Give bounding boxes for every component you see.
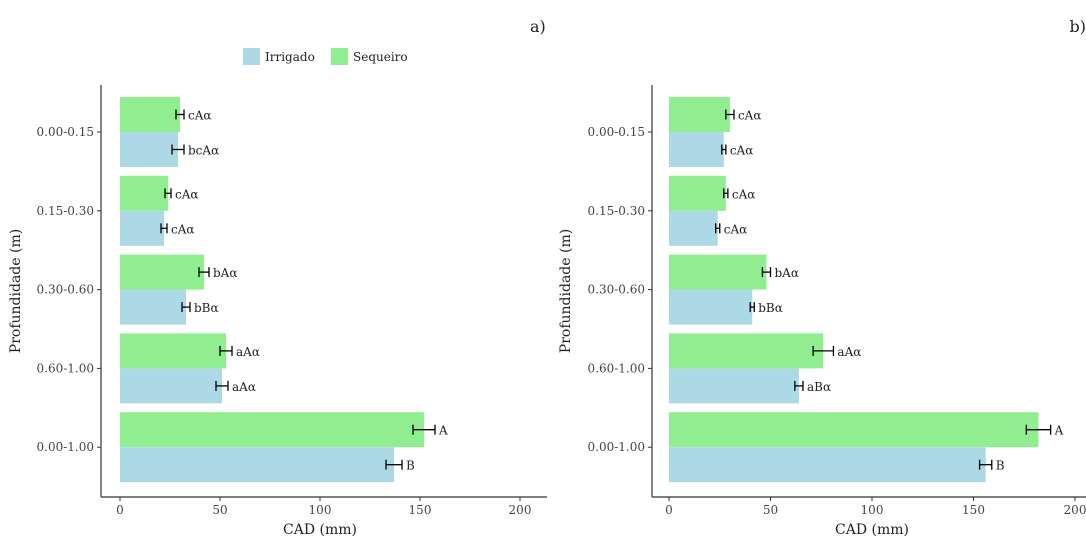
data-label: aAα	[232, 380, 256, 394]
data-label: cAα	[732, 187, 756, 201]
panel-tag: a)	[530, 17, 546, 36]
bar-sequeiro-0.60-1.00	[669, 333, 824, 369]
data-label: bBα	[194, 301, 219, 315]
data-label: bcAα	[188, 144, 219, 158]
y-axis-title: Profundidade (m)	[8, 229, 24, 353]
legend-swatch-irrigado	[243, 48, 260, 65]
bar-sequeiro-0.60-1.00	[120, 333, 226, 369]
y-tick-label: 0.00-0.15	[37, 125, 95, 139]
data-label: cAα	[188, 109, 212, 123]
bar-irrigado-0.30-0.60	[669, 289, 753, 325]
bar-irrigado-0.00-0.15	[120, 132, 178, 167]
data-label: cAα	[175, 187, 199, 201]
x-tick-label: 100	[861, 503, 884, 517]
y-tick-label: 0.30-0.60	[588, 283, 646, 297]
bar-irrigado-0.30-0.60	[120, 289, 186, 325]
legend-label-sequeiro: Sequeiro	[353, 50, 408, 64]
bar-irrigado-0.00-0.15	[669, 132, 724, 167]
y-tick-label: 0.60-1.00	[588, 361, 646, 375]
data-label: B	[406, 459, 415, 473]
legend: Irrigado Sequeiro	[243, 48, 408, 65]
chart-panel-b: b) cAα cAα 0.00-0.15 cAα cAα 0.15-0.30 bAα bBα 0.…	[558, 17, 1086, 538]
chart-panel-a: a) cAα bcAα 0.00-0.15 cAα cAα 0.15-0.30 bAα bBα 0…	[8, 17, 547, 538]
bar-irrigado-0.15-0.30	[669, 210, 718, 246]
x-tick-label: 150	[962, 503, 985, 517]
bar-sequeiro-0.15-0.30	[669, 175, 726, 211]
legend-swatch-sequeiro	[331, 48, 348, 65]
y-tick-label: 0.00-1.00	[588, 440, 646, 454]
x-tick-label: 200	[509, 503, 532, 517]
y-axis-title: Profundidade (m)	[558, 229, 574, 353]
bar-sequeiro-0.00-0.15	[120, 97, 180, 132]
bar-irrigado-0.60-1.00	[669, 368, 799, 404]
bar-irrigado-0.00-1.00	[120, 447, 394, 483]
bar-sequeiro-0.15-0.30	[120, 175, 168, 211]
data-label: B	[996, 459, 1005, 473]
x-tick-label: 100	[309, 503, 332, 517]
bar-irrigado-0.60-1.00	[120, 368, 222, 404]
y-tick-label: 0.00-0.15	[588, 125, 646, 139]
y-tick-label: 0.00-1.00	[37, 440, 95, 454]
data-label: aAα	[236, 345, 260, 359]
x-tick-label: 200	[1064, 503, 1086, 517]
legend-label-irrigado: Irrigado	[265, 50, 315, 64]
bar-sequeiro-0.00-0.15	[669, 97, 730, 132]
x-axis-title: CAD (mm)	[283, 522, 357, 538]
data-label: cAα	[171, 222, 195, 236]
data-label: aBα	[807, 380, 831, 394]
data-label: cAα	[730, 144, 754, 158]
x-axis-title: CAD (mm)	[835, 522, 909, 538]
x-tick-label: 50	[212, 503, 227, 517]
x-tick-label: 150	[409, 503, 432, 517]
data-label: bAα	[775, 266, 799, 280]
y-tick-label: 0.30-0.60	[37, 283, 95, 297]
data-label: A	[1054, 424, 1064, 438]
y-tick-label: 0.15-0.30	[588, 204, 646, 218]
data-label: bAα	[213, 266, 237, 280]
bar-irrigado-0.15-0.30	[120, 210, 164, 246]
y-tick-label: 0.15-0.30	[37, 204, 95, 218]
x-tick-label: 50	[763, 503, 778, 517]
y-tick-label: 0.60-1.00	[37, 361, 95, 375]
bar-sequeiro-0.30-0.60	[120, 254, 204, 290]
data-label: bBα	[758, 301, 783, 315]
data-label: A	[438, 424, 448, 438]
data-label: cAα	[724, 222, 748, 236]
data-label: cAα	[738, 109, 762, 123]
bar-sequeiro-0.00-1.00	[669, 412, 1039, 448]
data-label: aAα	[837, 345, 861, 359]
bar-sequeiro-0.30-0.60	[669, 254, 767, 290]
bar-sequeiro-0.00-1.00	[120, 412, 424, 448]
x-tick-label: 0	[116, 503, 124, 517]
x-tick-label: 0	[665, 503, 673, 517]
panel-tag: b)	[1070, 17, 1086, 36]
bar-irrigado-0.00-1.00	[669, 447, 986, 483]
